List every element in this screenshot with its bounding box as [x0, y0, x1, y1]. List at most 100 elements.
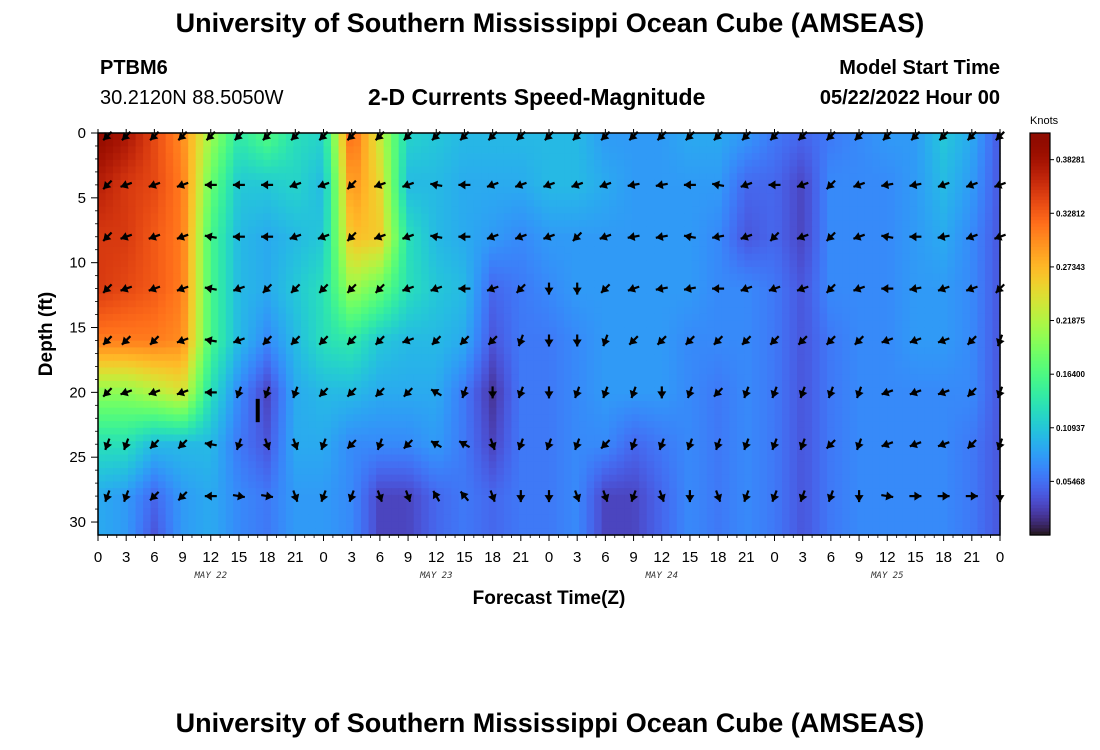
heatmap-cell [143, 260, 152, 268]
heatmap-cell [518, 307, 528, 315]
heatmap-cell [744, 401, 753, 409]
heatmap-cell [774, 287, 783, 295]
heatmap-cell [398, 327, 407, 335]
heatmap-cell [150, 200, 159, 208]
heatmap-cell [549, 320, 558, 328]
heatmap-cell [98, 193, 107, 201]
heatmap-cell [819, 300, 828, 308]
heatmap-cell [436, 206, 445, 214]
heatmap-cell [481, 200, 490, 208]
heatmap-cell [113, 327, 122, 335]
heatmap-cell [263, 340, 272, 348]
heatmap-cell [466, 173, 475, 181]
heatmap-cell [669, 159, 678, 168]
heatmap-cell [902, 313, 911, 322]
heatmap-cell [932, 166, 941, 174]
heatmap-cell [579, 253, 588, 261]
heatmap-cell [105, 200, 114, 208]
heatmap-cell [496, 186, 505, 194]
heatmap-cell [255, 159, 264, 168]
heatmap-cell [188, 300, 197, 308]
heatmap-cell [165, 387, 174, 395]
heatmap-cell [413, 240, 422, 248]
heatmap-cell [481, 173, 490, 181]
heatmap-cell [586, 240, 595, 248]
heatmap-cell [338, 159, 347, 168]
heatmap-cell [766, 240, 776, 248]
heatmap-cell [849, 267, 858, 275]
heatmap-cell [661, 240, 670, 248]
heatmap-cell [436, 260, 445, 268]
heatmap-cell [376, 307, 385, 315]
heatmap-cell [827, 226, 836, 235]
heatmap-cell [128, 307, 137, 315]
heatmap-cell [368, 340, 377, 348]
heatmap-cell [714, 173, 723, 181]
heatmap-cell [684, 401, 693, 409]
heatmap-cell [533, 186, 543, 194]
heatmap-cell [308, 186, 317, 194]
heatmap-cell [518, 280, 528, 288]
heatmap-cell [436, 133, 445, 141]
model-start-label: Model Start Time [839, 57, 1000, 79]
heatmap-cell [969, 360, 979, 369]
heatmap-cell [466, 340, 475, 348]
heatmap-cell [624, 280, 633, 288]
heatmap-cell [669, 173, 678, 181]
heatmap-cell [902, 347, 911, 355]
heatmap-cell [481, 240, 490, 248]
heatmap-cell [872, 354, 881, 362]
heatmap-cell [98, 240, 107, 248]
heatmap-cell [571, 253, 580, 261]
heatmap-cell [827, 300, 836, 308]
heatmap-cell [571, 300, 580, 308]
heatmap-cell [909, 280, 918, 288]
heatmap-cell [451, 166, 460, 174]
heatmap-cell [902, 394, 911, 402]
heatmap-cell [458, 273, 467, 281]
heatmap-cell [564, 401, 573, 409]
heatmap-cell [421, 360, 430, 369]
heatmap-cell [661, 320, 670, 328]
heatmap-cell [496, 153, 505, 161]
heatmap-cell [676, 380, 685, 389]
heatmap-cell [135, 213, 144, 221]
heatmap-cell [278, 347, 287, 355]
heatmap-cell [676, 153, 685, 161]
heatmap-cell [646, 300, 655, 308]
heatmap-cell [278, 273, 287, 281]
heatmap-cell [932, 360, 941, 369]
heatmap-cell [616, 407, 625, 415]
heatmap-cell [992, 334, 1001, 342]
heatmap-cell [113, 347, 122, 355]
heatmap-cell [984, 327, 994, 335]
heatmap-cell [654, 380, 663, 389]
heatmap-cell [496, 401, 505, 409]
heatmap-cell [413, 334, 422, 342]
heatmap-cell [511, 327, 520, 335]
heatmap-cell [924, 300, 933, 308]
heatmap-cell [729, 354, 738, 362]
heatmap-cell [586, 280, 595, 288]
heatmap-cell [766, 307, 776, 315]
heatmap-cell [924, 327, 933, 335]
heatmap-cell [518, 347, 528, 355]
heatmap-cell [391, 280, 400, 288]
heatmap-cell [676, 246, 685, 255]
heatmap-cell [361, 307, 370, 315]
heatmap-cell [849, 313, 858, 322]
heatmap-cell [624, 273, 633, 281]
heatmap-cell [646, 401, 655, 409]
heatmap-cell [413, 173, 422, 181]
heatmap-cell [376, 313, 385, 322]
heatmap-cell [398, 394, 407, 402]
heatmap-cell [601, 267, 610, 275]
heatmap-cell [135, 367, 144, 375]
heatmap-cell [804, 206, 813, 214]
heatmap-cell [533, 253, 543, 261]
heatmap-cell [270, 253, 279, 261]
heatmap-cell [579, 213, 588, 221]
heatmap-cell [210, 206, 219, 214]
heatmap-cell [789, 320, 798, 328]
heatmap-cell [834, 280, 843, 288]
